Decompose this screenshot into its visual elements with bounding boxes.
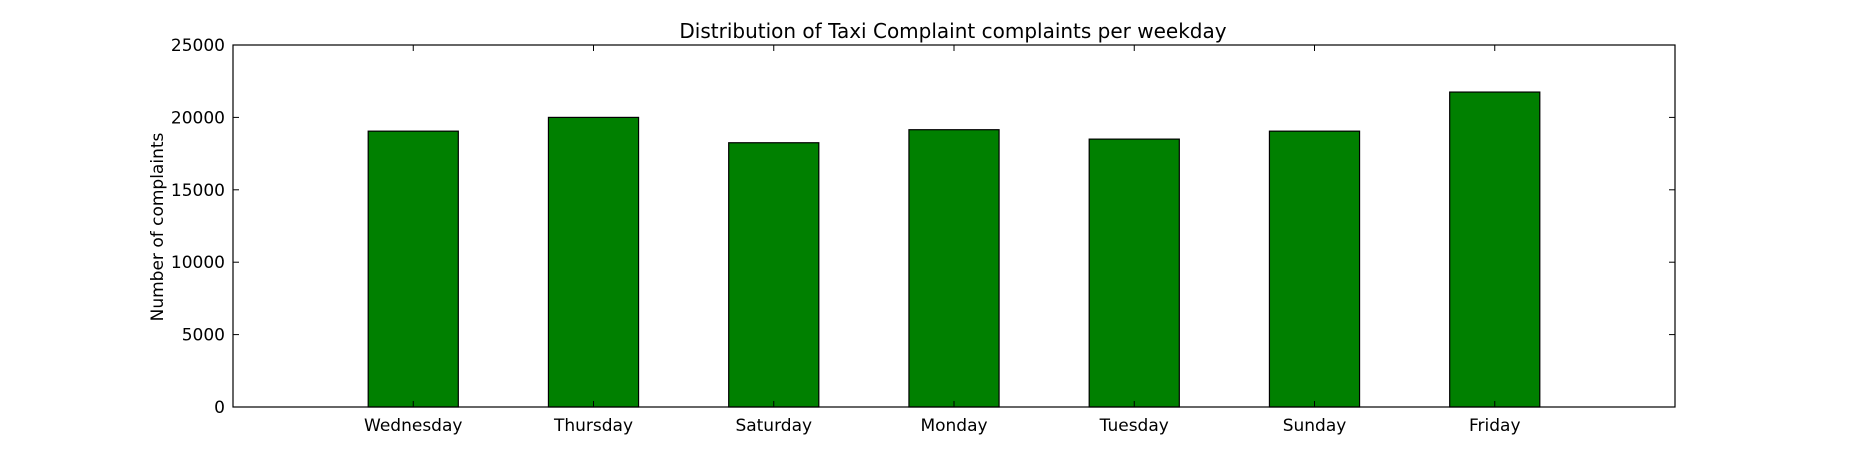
x-tick-label: Friday	[1469, 416, 1521, 436]
bar-tuesday	[1088, 138, 1180, 408]
bar-monday	[908, 129, 1000, 408]
x-tick-label: Tuesday	[1099, 416, 1169, 436]
y-axis-title: Number of complaints	[148, 132, 168, 321]
bar-thursday	[547, 116, 640, 408]
x-tick-label: Saturday	[735, 416, 812, 436]
y-tick-label: 0	[214, 398, 225, 418]
x-tick-label: Thursday	[553, 416, 633, 436]
y-tick-label: 10000	[171, 253, 225, 273]
chart-title: Distribution of Taxi Complaint complaint…	[679, 19, 1226, 43]
x-tick-label: Monday	[920, 416, 987, 436]
y-tick-label: 5000	[182, 326, 225, 346]
bar-friday	[1449, 91, 1541, 408]
y-tick-label: 25000	[171, 36, 225, 56]
bar-wednesday	[367, 130, 459, 408]
x-tick-label: Sunday	[1283, 416, 1347, 436]
bars-group	[367, 91, 1541, 408]
bar-saturday	[728, 142, 820, 408]
ticks-group: Wednesday Thursday Saturday Monday Tuesday Su…	[171, 36, 1675, 436]
x-tick-label: Wednesday	[364, 416, 462, 436]
y-tick-label: 20000	[171, 108, 225, 128]
bar-sunday	[1268, 130, 1361, 408]
plot-frame	[232, 44, 1676, 408]
y-tick-label: 15000	[171, 181, 225, 201]
